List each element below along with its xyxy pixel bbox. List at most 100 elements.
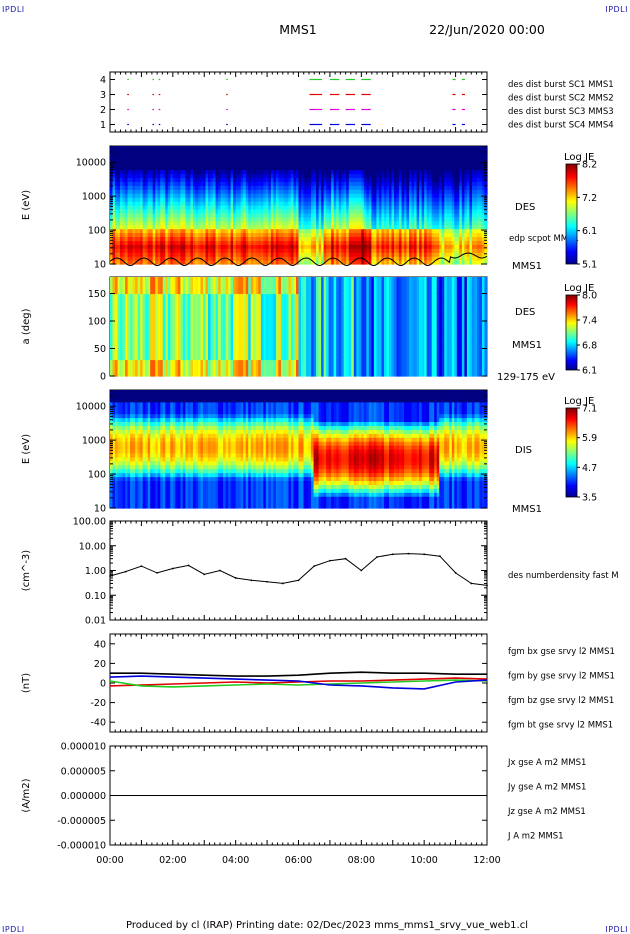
heatmap-cell bbox=[238, 161, 242, 167]
heatmap-cell bbox=[253, 181, 257, 186]
heatmap-cell bbox=[233, 169, 237, 175]
heatmap-cell bbox=[233, 146, 237, 151]
heatmap-cell bbox=[137, 224, 141, 230]
heatmap-cell bbox=[263, 228, 267, 234]
heatmap-cell bbox=[142, 201, 146, 206]
heatmap-cell bbox=[115, 169, 119, 175]
heatmap-cell bbox=[170, 205, 174, 210]
heatmap-cell bbox=[122, 197, 126, 202]
heatmap-cell bbox=[220, 260, 224, 265]
heatmap-cell bbox=[152, 240, 156, 245]
heatmap-cell bbox=[142, 216, 146, 222]
heatmap-cell bbox=[233, 153, 237, 159]
heatmap-cell bbox=[172, 208, 176, 214]
heatmap-cell bbox=[253, 165, 257, 171]
heatmap-cell bbox=[238, 248, 242, 253]
heatmap-cell bbox=[167, 161, 171, 167]
heatmap-cell bbox=[285, 177, 290, 182]
heatmap-cell bbox=[140, 153, 144, 159]
heatmap-cell bbox=[112, 161, 116, 167]
heatmap-cell bbox=[185, 165, 189, 171]
heatmap-cell bbox=[268, 220, 272, 226]
heatmap-cell bbox=[192, 224, 197, 230]
heatmap-cell bbox=[265, 224, 269, 230]
heatmap-cell bbox=[268, 212, 272, 218]
heatmap-cell bbox=[295, 224, 300, 230]
heatmap-cell bbox=[177, 236, 181, 241]
heatmap-cell bbox=[258, 256, 262, 261]
heatmap-cell bbox=[298, 256, 302, 261]
heatmap-cell bbox=[150, 220, 154, 226]
heatmap-cell bbox=[190, 173, 194, 179]
heatmap-cell bbox=[122, 236, 126, 241]
heatmap-cell bbox=[192, 240, 197, 245]
heatmap-cell bbox=[122, 149, 126, 155]
heatmap-cell bbox=[223, 212, 227, 218]
heatmap-cell bbox=[275, 205, 279, 210]
heatmap-cell bbox=[243, 185, 247, 190]
heatmap-cell bbox=[122, 189, 126, 194]
heatmap-cell bbox=[160, 181, 164, 186]
heatmap-cell bbox=[265, 146, 269, 151]
heatmap-cell bbox=[135, 212, 139, 218]
heatmap-cell bbox=[273, 181, 277, 186]
heatmap-cell bbox=[288, 157, 292, 163]
heatmap-cell bbox=[185, 193, 189, 198]
heatmap-cell bbox=[210, 165, 214, 171]
heatmap-cell bbox=[233, 165, 237, 171]
heatmap-cell bbox=[250, 212, 254, 218]
heatmap-cell bbox=[245, 165, 249, 171]
heatmap-cell bbox=[132, 201, 136, 206]
heatmap-cell bbox=[240, 212, 244, 218]
heatmap-cell bbox=[238, 146, 242, 151]
heatmap-cell bbox=[278, 260, 282, 265]
heatmap-cell bbox=[253, 169, 257, 175]
heatmap-cell bbox=[208, 149, 212, 155]
heatmap-cell bbox=[223, 236, 227, 241]
heatmap-cell bbox=[278, 161, 282, 167]
heatmap-cell bbox=[250, 232, 254, 238]
heatmap-cell bbox=[285, 157, 290, 163]
heatmap-cell bbox=[112, 149, 116, 155]
heatmap-cell bbox=[225, 165, 229, 171]
heatmap-cell bbox=[197, 153, 202, 159]
heatmap-cell bbox=[270, 161, 274, 167]
heatmap-cell bbox=[112, 201, 116, 206]
heatmap-cell bbox=[170, 165, 174, 171]
heatmap-cell bbox=[195, 169, 199, 175]
heatmap-cell bbox=[202, 181, 207, 186]
heatmap-cell bbox=[182, 146, 186, 151]
heatmap-cell bbox=[233, 232, 237, 238]
heatmap-cell bbox=[195, 248, 199, 253]
heatmap-cell bbox=[175, 248, 179, 253]
heatmap-cell bbox=[122, 161, 126, 167]
heatmap-cell bbox=[255, 205, 259, 210]
heatmap-cell bbox=[157, 157, 161, 163]
heatmap-cell bbox=[205, 153, 209, 159]
heatmap-cell bbox=[288, 169, 292, 175]
heatmap-cell bbox=[175, 165, 179, 171]
heatmap-cell bbox=[208, 146, 212, 151]
heatmap-cell bbox=[160, 205, 164, 210]
heatmap-cell bbox=[145, 240, 149, 245]
heatmap-cell bbox=[202, 220, 207, 226]
heatmap-cell bbox=[240, 248, 244, 253]
heatmap-cell bbox=[125, 256, 129, 261]
heatmap-cell bbox=[245, 157, 249, 163]
heatmap-cell bbox=[258, 177, 262, 182]
heatmap-cell bbox=[115, 244, 119, 249]
heatmap-cell bbox=[177, 201, 181, 206]
heatmap-cell bbox=[125, 212, 129, 218]
heatmap-cell bbox=[278, 240, 282, 245]
heatmap-cell bbox=[110, 252, 114, 257]
heatmap-cell bbox=[298, 244, 302, 249]
heatmap-cell bbox=[200, 189, 204, 194]
heatmap-cell bbox=[120, 256, 124, 261]
heatmap-cell bbox=[290, 157, 295, 163]
heatmap-cell bbox=[218, 244, 222, 249]
heatmap-cell bbox=[260, 177, 264, 182]
heatmap-cell bbox=[137, 201, 141, 206]
heatmap-cell bbox=[145, 173, 149, 179]
heatmap-cell bbox=[135, 240, 139, 245]
heatmap-cell bbox=[125, 228, 129, 234]
